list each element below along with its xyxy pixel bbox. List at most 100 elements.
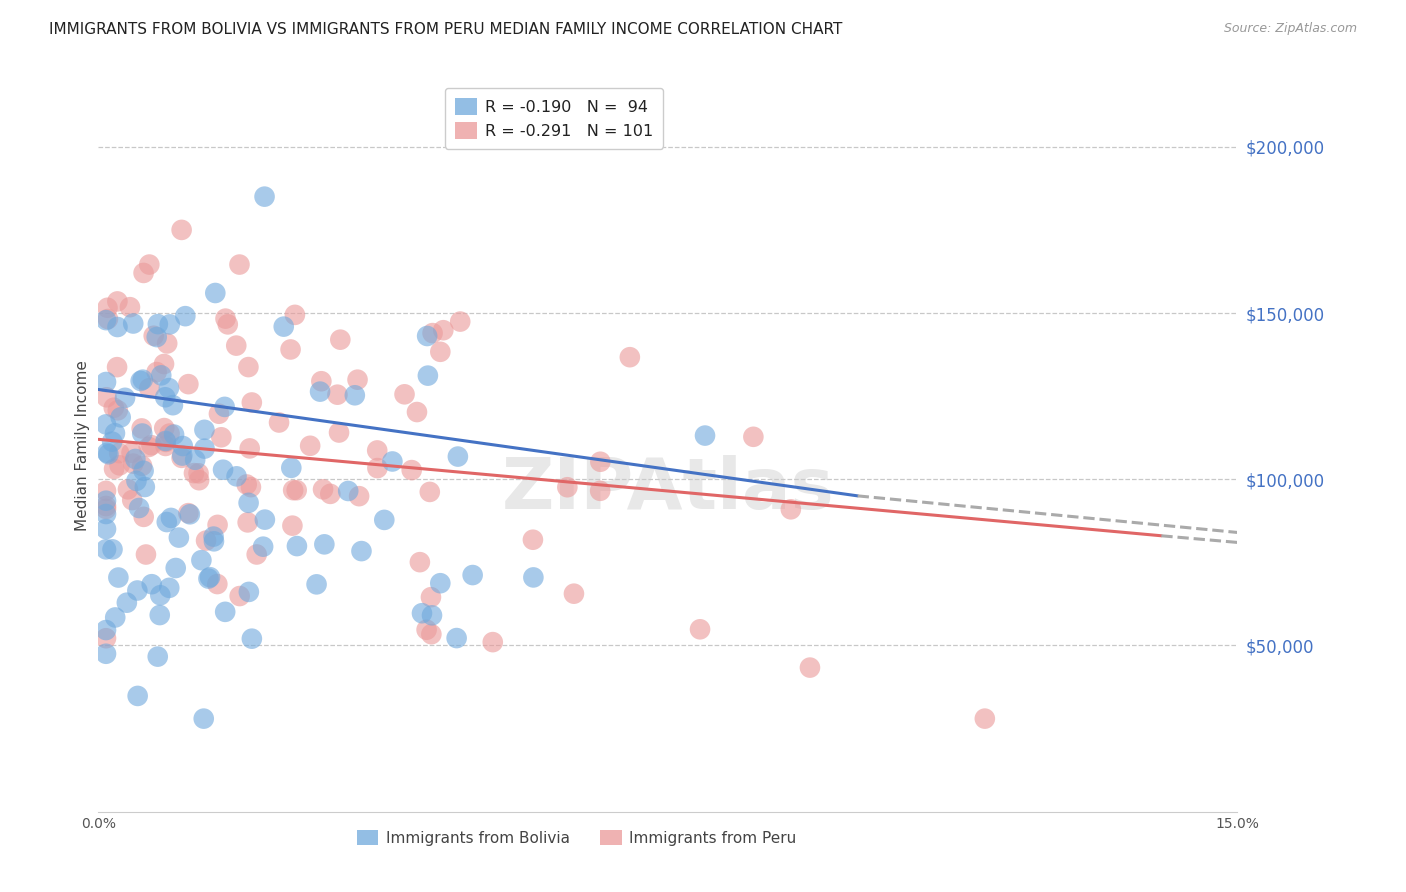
Point <box>253 189 276 203</box>
Point <box>105 360 128 375</box>
Point <box>225 338 247 352</box>
Point <box>197 572 219 586</box>
Point <box>94 375 117 389</box>
Point <box>193 442 215 456</box>
Point <box>799 660 821 674</box>
Point <box>240 395 263 409</box>
Point <box>165 561 187 575</box>
Point <box>311 374 333 388</box>
Point <box>167 531 190 545</box>
Point <box>141 577 163 591</box>
Point <box>446 631 468 645</box>
Point <box>107 320 129 334</box>
Point <box>138 258 160 272</box>
Point <box>138 381 160 395</box>
Point <box>239 480 262 494</box>
Point <box>202 534 225 549</box>
Point <box>110 410 132 425</box>
Point <box>305 577 328 591</box>
Point <box>174 309 197 323</box>
Point <box>319 487 342 501</box>
Point <box>284 308 307 322</box>
Point <box>239 442 262 456</box>
Point <box>121 493 143 508</box>
Point <box>94 483 117 498</box>
Point <box>429 344 451 359</box>
Point <box>94 542 117 557</box>
Point <box>280 343 302 357</box>
Point <box>246 548 269 562</box>
Point <box>138 440 160 454</box>
Point <box>163 427 186 442</box>
Point <box>202 530 225 544</box>
Point <box>779 502 801 516</box>
Point <box>253 513 276 527</box>
Point <box>94 647 117 661</box>
Point <box>285 483 308 498</box>
Text: ZIPAtlas: ZIPAtlas <box>502 456 834 524</box>
Point <box>350 544 373 558</box>
Point <box>285 539 308 553</box>
Point <box>343 388 366 402</box>
Point <box>214 311 236 326</box>
Point <box>522 533 544 547</box>
Point <box>280 460 302 475</box>
Point <box>103 401 125 415</box>
Point <box>101 542 124 557</box>
Point <box>366 443 388 458</box>
Point <box>132 464 155 478</box>
Point <box>131 421 153 435</box>
Text: Source: ZipAtlas.com: Source: ZipAtlas.com <box>1223 22 1357 36</box>
Point <box>416 368 439 383</box>
Legend: Immigrants from Bolivia, Immigrants from Peru: Immigrants from Bolivia, Immigrants from… <box>350 823 803 852</box>
Point <box>96 446 118 460</box>
Point <box>281 518 304 533</box>
Point <box>94 507 117 521</box>
Point <box>155 439 177 453</box>
Point <box>129 374 152 388</box>
Point <box>156 336 179 351</box>
Point <box>422 326 444 340</box>
Point <box>742 430 765 444</box>
Point <box>190 553 212 567</box>
Point <box>381 454 404 468</box>
Point <box>689 622 711 636</box>
Point <box>177 377 200 392</box>
Point <box>238 585 260 599</box>
Point <box>283 483 305 498</box>
Point <box>394 387 416 401</box>
Point <box>131 426 153 441</box>
Point <box>208 407 231 421</box>
Point <box>309 384 332 399</box>
Point <box>312 483 335 497</box>
Point <box>149 608 172 623</box>
Point <box>212 463 235 477</box>
Point <box>314 537 336 551</box>
Point <box>188 473 211 487</box>
Point <box>409 555 432 569</box>
Point <box>373 513 395 527</box>
Point <box>141 438 163 452</box>
Point <box>153 421 176 435</box>
Point <box>267 416 290 430</box>
Point <box>155 434 177 448</box>
Point <box>187 467 209 481</box>
Point <box>146 649 169 664</box>
Point <box>217 318 239 332</box>
Point <box>142 328 165 343</box>
Point <box>157 581 180 595</box>
Point <box>420 590 443 604</box>
Point <box>179 508 201 522</box>
Point <box>94 417 117 432</box>
Point <box>115 596 138 610</box>
Point <box>128 501 150 516</box>
Point <box>337 483 360 498</box>
Point <box>108 446 131 460</box>
Point <box>416 329 439 343</box>
Point <box>118 300 141 314</box>
Point <box>225 469 247 483</box>
Point <box>177 506 200 520</box>
Point <box>429 576 451 591</box>
Point <box>209 430 232 444</box>
Point <box>562 587 585 601</box>
